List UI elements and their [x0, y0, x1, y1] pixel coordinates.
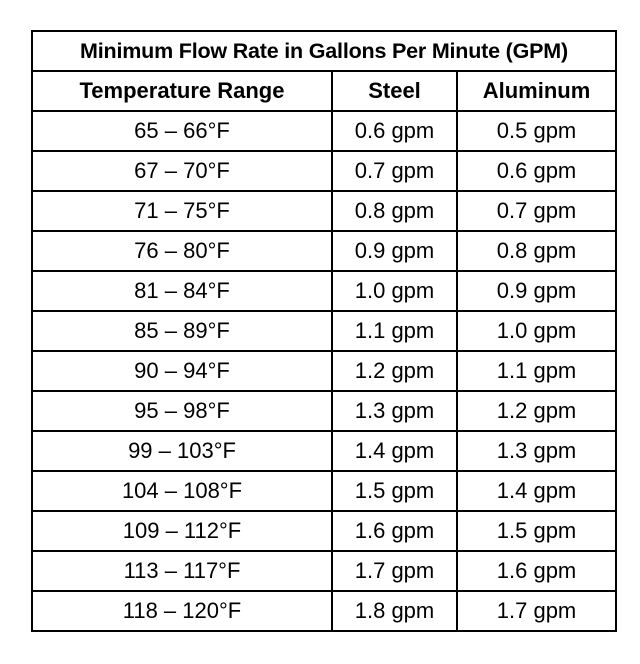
aluminum-flow-cell: 1.7 gpm: [455, 590, 618, 632]
steel-flow-cell: 1.7 gpm: [331, 550, 458, 592]
aluminum-flow-cell: 1.4 gpm: [455, 470, 618, 512]
aluminum-flow-cell: 1.5 gpm: [455, 510, 618, 552]
aluminum-flow-cell: 1.0 gpm: [455, 310, 618, 352]
table-row: 76 – 80°F 0.9 gpm 0.8 gpm: [31, 230, 618, 272]
table-row: 95 – 98°F 1.3 gpm 1.2 gpm: [31, 390, 618, 432]
table-head: Minimum Flow Rate in Gallons Per Minute …: [30, 30, 618, 112]
temperature-range-cell: 85 – 89°F: [31, 310, 333, 352]
temperature-range-cell: 76 – 80°F: [31, 230, 333, 272]
temperature-range-cell: 95 – 98°F: [31, 390, 333, 432]
temperature-range-cell: 65 – 66°F: [31, 110, 333, 152]
temperature-range-cell: 118 – 120°F: [31, 590, 333, 632]
steel-flow-cell: 1.2 gpm: [331, 350, 458, 392]
aluminum-flow-cell: 0.5 gpm: [455, 110, 618, 152]
steel-flow-cell: 1.4 gpm: [331, 430, 458, 472]
aluminum-flow-cell: 0.9 gpm: [455, 270, 618, 312]
table-row: 104 – 108°F 1.5 gpm 1.4 gpm: [31, 470, 618, 512]
steel-flow-cell: 0.6 gpm: [331, 110, 458, 152]
header-row: Temperature Range Steel Aluminum: [31, 70, 618, 112]
table-row: 90 – 94°F 1.2 gpm 1.1 gpm: [31, 350, 618, 392]
temperature-range-cell: 104 – 108°F: [31, 470, 333, 512]
steel-flow-cell: 1.3 gpm: [331, 390, 458, 432]
header-temperature-range: Temperature Range: [31, 70, 333, 112]
temperature-range-cell: 71 – 75°F: [31, 190, 333, 232]
steel-flow-cell: 1.5 gpm: [331, 470, 458, 512]
aluminum-flow-cell: 0.8 gpm: [455, 230, 618, 272]
header-steel: Steel: [331, 70, 458, 112]
temperature-range-cell: 81 – 84°F: [31, 270, 333, 312]
steel-flow-cell: 0.7 gpm: [331, 150, 458, 192]
aluminum-flow-cell: 1.1 gpm: [455, 350, 618, 392]
temperature-range-cell: 99 – 103°F: [31, 430, 333, 472]
aluminum-flow-cell: 0.7 gpm: [455, 190, 618, 232]
steel-flow-cell: 1.6 gpm: [331, 510, 458, 552]
aluminum-flow-cell: 1.3 gpm: [455, 430, 618, 472]
header-aluminum: Aluminum: [455, 70, 618, 112]
table-row: 65 – 66°F 0.6 gpm 0.5 gpm: [31, 110, 618, 152]
table-row: 67 – 70°F 0.7 gpm 0.6 gpm: [31, 150, 618, 192]
table-title: Minimum Flow Rate in Gallons Per Minute …: [30, 30, 618, 72]
steel-flow-cell: 0.9 gpm: [331, 230, 458, 272]
aluminum-flow-cell: 0.6 gpm: [455, 150, 618, 192]
temperature-range-cell: 67 – 70°F: [31, 150, 333, 192]
table-row: 118 – 120°F 1.8 gpm 1.7 gpm: [31, 590, 618, 632]
temperature-range-cell: 90 – 94°F: [31, 350, 333, 392]
temperature-range-cell: 109 – 112°F: [31, 510, 333, 552]
table-row: 113 – 117°F 1.7 gpm 1.6 gpm: [31, 550, 618, 592]
temperature-range-cell: 113 – 117°F: [31, 550, 333, 592]
title-row: Minimum Flow Rate in Gallons Per Minute …: [30, 30, 618, 72]
steel-flow-cell: 1.1 gpm: [331, 310, 458, 352]
aluminum-flow-cell: 1.6 gpm: [455, 550, 618, 592]
table-row: 85 – 89°F 1.1 gpm 1.0 gpm: [31, 310, 618, 352]
flow-rate-table: Minimum Flow Rate in Gallons Per Minute …: [30, 30, 618, 632]
steel-flow-cell: 1.0 gpm: [331, 270, 458, 312]
steel-flow-cell: 1.8 gpm: [331, 590, 458, 632]
steel-flow-cell: 0.8 gpm: [331, 190, 458, 232]
table-body: 65 – 66°F 0.6 gpm 0.5 gpm 67 – 70°F 0.7 …: [31, 110, 618, 632]
table-row: 109 – 112°F 1.6 gpm 1.5 gpm: [31, 510, 618, 552]
table-row: 81 – 84°F 1.0 gpm 0.9 gpm: [31, 270, 618, 312]
table-row: 99 – 103°F 1.4 gpm 1.3 gpm: [31, 430, 618, 472]
table-row: 71 – 75°F 0.8 gpm 0.7 gpm: [31, 190, 618, 232]
aluminum-flow-cell: 1.2 gpm: [455, 390, 618, 432]
